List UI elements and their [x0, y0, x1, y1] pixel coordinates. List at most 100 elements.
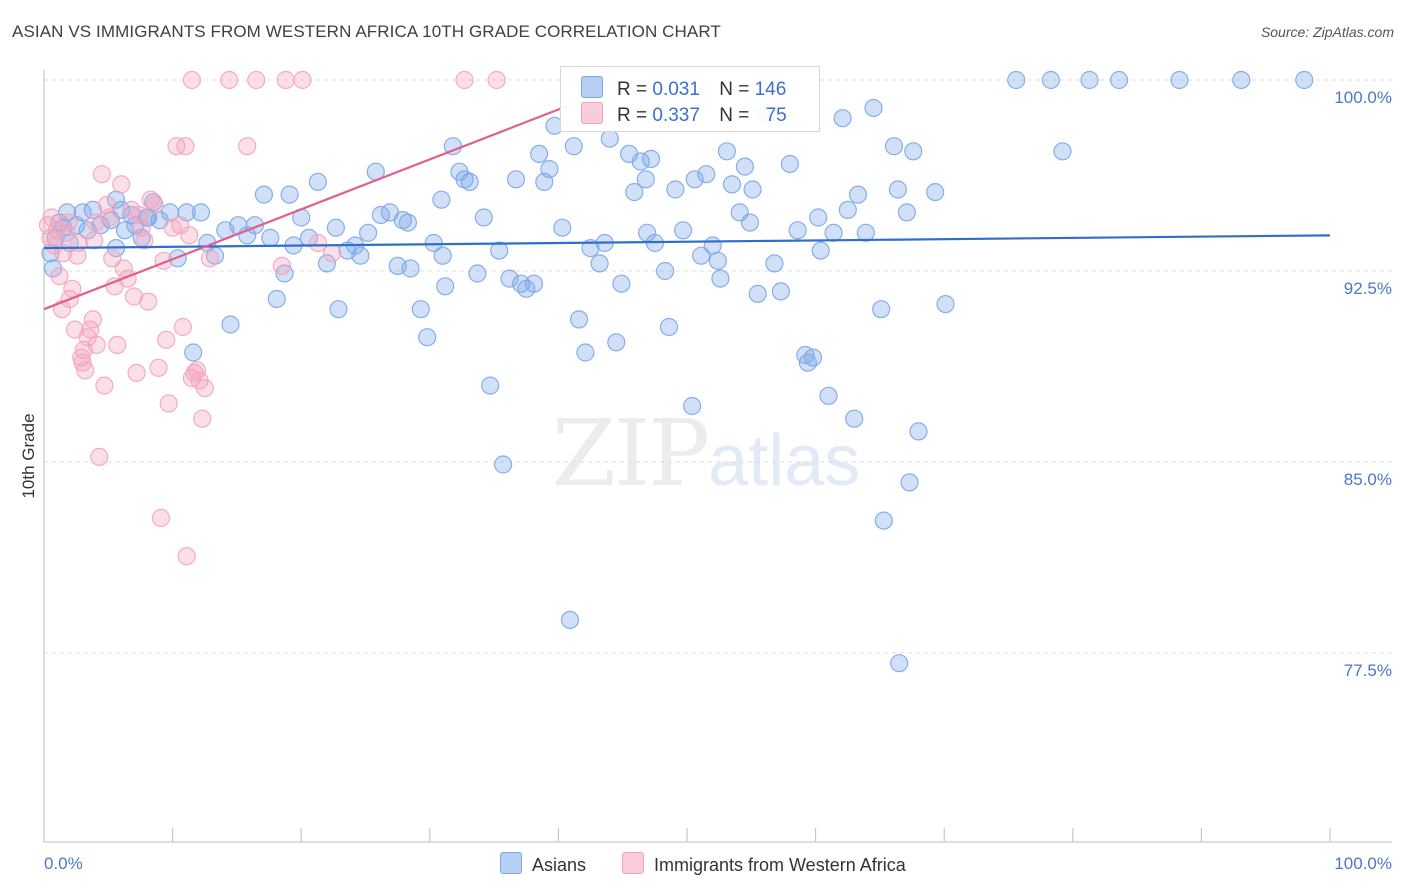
asians-point — [765, 254, 784, 273]
asians-point — [666, 180, 685, 199]
asians-point — [329, 300, 348, 319]
western-africa-point — [193, 409, 212, 428]
legend-swatch-asians — [500, 852, 522, 874]
western-africa-point — [272, 256, 291, 275]
asians-point — [748, 284, 767, 303]
asians-point — [780, 154, 800, 174]
asians-point — [845, 409, 864, 428]
western-africa-point — [247, 70, 266, 90]
asians-point — [267, 289, 286, 309]
asians-point — [691, 246, 711, 265]
stats-legend: R = 0.031 N = 146 R = 0.337 N = 75 — [560, 66, 820, 132]
asians-point — [569, 310, 589, 329]
asians-points — [41, 70, 1314, 673]
western-africa-point — [149, 358, 168, 377]
western-africa-point — [308, 233, 327, 253]
asians-point — [261, 228, 280, 247]
legend-item-asians[interactable]: Asians — [500, 852, 586, 876]
asians-point — [697, 165, 716, 184]
asians-point — [864, 98, 883, 118]
asians-point — [560, 610, 580, 630]
asians-point — [717, 142, 737, 161]
y-tick-label: 77.5% — [1344, 661, 1392, 680]
asians-point — [740, 213, 760, 232]
western-africa-point — [114, 259, 133, 278]
western-africa-point — [59, 213, 78, 232]
asians-point — [432, 190, 451, 209]
asians-point — [735, 157, 755, 176]
y-tick-label: 85.0% — [1344, 470, 1392, 489]
asians-point — [494, 455, 513, 474]
legend-row-asians: R = 0.031 N = 146 — [581, 76, 786, 100]
asians-point — [824, 223, 843, 242]
asians-point — [711, 269, 730, 288]
asians-point — [581, 239, 600, 258]
legend-r-label: R = — [617, 79, 648, 100]
asians-point — [540, 160, 559, 179]
asians-point — [418, 328, 437, 347]
y-tick-label: 92.5% — [1344, 279, 1392, 298]
source-credit: Source: ZipAtlas.com — [1260, 24, 1394, 40]
asians-point — [468, 264, 487, 283]
asians-point — [909, 422, 928, 441]
asians-point — [655, 261, 675, 281]
asians-point — [553, 218, 572, 237]
western-africa-point — [85, 231, 104, 250]
asians-point — [524, 274, 544, 293]
watermark-atlas: atlas — [708, 421, 861, 501]
asians-point — [474, 208, 493, 227]
western-africa-point — [83, 310, 103, 329]
asians-point — [490, 241, 509, 260]
asians-point — [625, 183, 644, 202]
asians-point — [874, 511, 893, 530]
western-africa-point — [108, 335, 127, 354]
western-africa-point — [76, 361, 95, 380]
asians-point — [708, 251, 728, 270]
legend-n-value-western-africa: 75 — [765, 105, 787, 126]
asians-point — [900, 473, 919, 492]
asians-point — [685, 170, 704, 189]
western-africa-point — [276, 70, 295, 90]
asians-point — [798, 353, 818, 372]
asians-point — [888, 180, 908, 199]
asians-point — [848, 185, 868, 204]
asians-point — [833, 109, 852, 128]
asians-point — [641, 149, 661, 168]
asians-point — [926, 183, 945, 202]
asians-point — [511, 274, 531, 293]
asians-point — [890, 654, 909, 673]
asians-point — [1295, 70, 1314, 90]
asians-point — [460, 172, 479, 191]
legend-label-western-africa: Immigrants from Western Africa — [654, 855, 906, 875]
asians-point — [359, 223, 378, 242]
x-ticks — [43, 828, 1331, 842]
asians-point — [872, 300, 891, 319]
watermark-zip: ZIP — [552, 400, 710, 507]
western-africa-point — [159, 394, 178, 413]
asians-point — [529, 144, 549, 163]
asians-point — [506, 170, 526, 189]
western-africa-point — [176, 137, 195, 156]
asians-point — [401, 259, 420, 278]
asians-point — [659, 317, 679, 337]
asians-point — [436, 277, 455, 296]
asians-point — [600, 129, 619, 148]
western-africa-point — [95, 376, 114, 395]
western-africa-point — [69, 233, 88, 253]
western-africa-point — [145, 195, 164, 214]
western-africa-point — [195, 379, 214, 398]
legend-n-label: N = — [719, 79, 750, 100]
asians-point — [1041, 70, 1061, 90]
western-africa-point — [293, 70, 312, 90]
legend-item-western-africa[interactable]: Immigrants from Western Africa — [622, 852, 906, 876]
asians-point — [500, 269, 519, 288]
asians-point — [184, 343, 203, 362]
legend-r-value-asians: 0.031 — [652, 79, 700, 100]
western-africa-point — [90, 447, 109, 466]
watermark: ZIPatlas — [552, 400, 860, 507]
asians-point — [43, 259, 63, 278]
asians-point — [897, 203, 917, 222]
asians-point — [221, 315, 240, 334]
western-africa-point — [323, 244, 342, 263]
